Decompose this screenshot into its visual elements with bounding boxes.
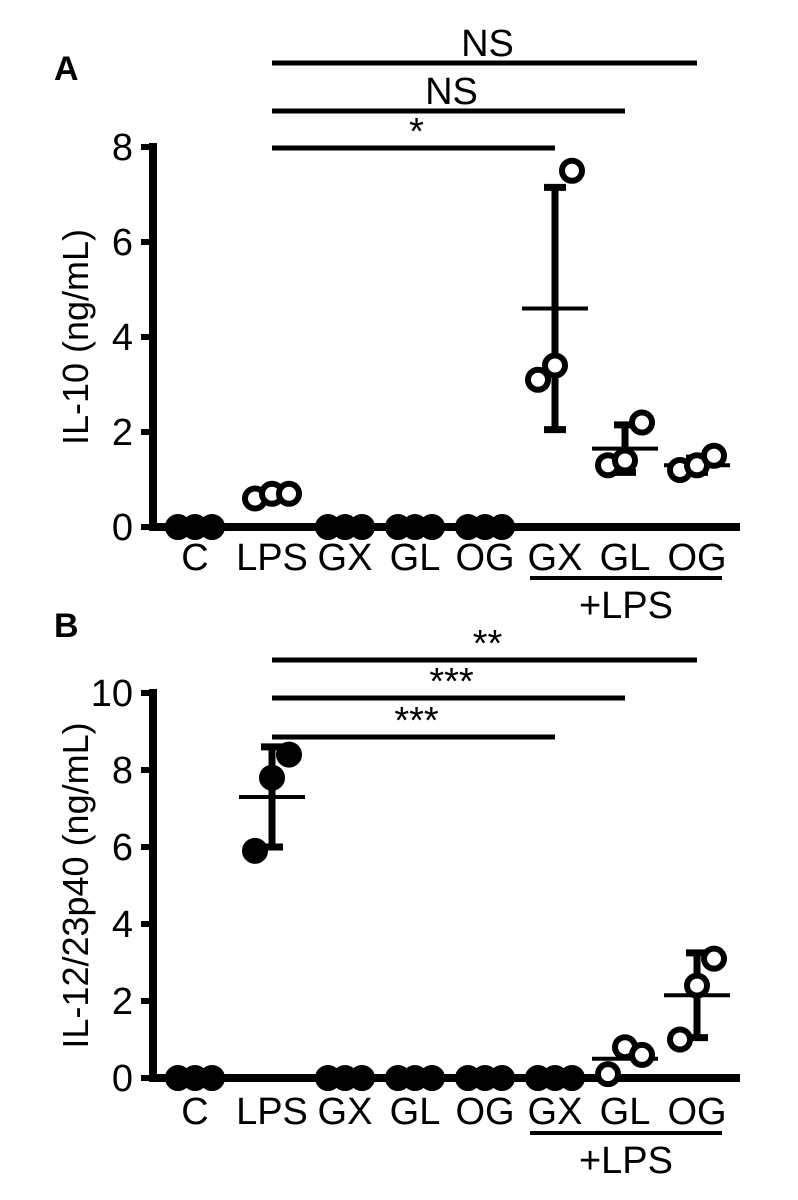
data-point: [276, 741, 302, 768]
category-label: OG: [455, 537, 514, 579]
data-point: [684, 972, 710, 999]
y-tick-label: 4: [112, 904, 133, 946]
y-tick-label: 6: [112, 222, 133, 264]
category-label: GL: [390, 1091, 441, 1133]
significance-label: NS: [461, 23, 514, 65]
category-label: GX: [528, 537, 583, 579]
y-tick-label: 10: [91, 673, 133, 715]
y-tick-label: 2: [112, 981, 133, 1023]
y-tick-label: 6: [112, 827, 133, 869]
data-point: [667, 1026, 693, 1053]
data-point: [419, 514, 445, 540]
y-tick-label: 8: [112, 127, 133, 169]
significance-label: ***: [394, 700, 439, 742]
data-point: [701, 945, 727, 972]
category-label: GL: [390, 537, 441, 579]
y-tick-label: 0: [112, 1058, 133, 1100]
category-label: LPS: [236, 1091, 308, 1133]
significance-label: NS: [425, 71, 478, 113]
data-point: [559, 1065, 585, 1091]
category-label: OG: [667, 537, 726, 579]
y-tick-label: 4: [112, 317, 133, 359]
data-point: [629, 409, 655, 436]
data-point: [595, 1061, 621, 1088]
data-point: [199, 1065, 225, 1091]
group-label: +LPS: [579, 585, 673, 627]
data-point: [629, 1041, 655, 1068]
category-label: GL: [600, 1091, 651, 1133]
data-point: [349, 1065, 375, 1091]
significance-label: *: [409, 111, 424, 153]
y-tick-label: 2: [112, 412, 133, 454]
data-point: [259, 764, 285, 791]
y-tick-label: 8: [112, 750, 133, 792]
y-axis-label: IL-12/23p40 (ng/mL): [55, 722, 96, 1048]
category-label: OG: [455, 1091, 514, 1133]
group-label: +LPS: [579, 1140, 673, 1182]
data-point: [542, 352, 568, 379]
category-label: GX: [318, 1091, 373, 1133]
data-point: [559, 157, 585, 184]
data-point: [489, 514, 515, 540]
panel-label: A: [54, 50, 79, 88]
data-point: [199, 514, 225, 540]
significance-label: ***: [429, 661, 474, 703]
category-label: GX: [318, 537, 373, 579]
data-point: [349, 514, 375, 540]
y-axis-label: IL-10 (ng/mL): [55, 229, 96, 445]
category-label: C: [181, 1091, 208, 1133]
data-point: [525, 366, 551, 393]
data-point: [701, 442, 727, 469]
category-label: C: [181, 537, 208, 579]
data-point: [612, 447, 638, 474]
significance-label: **: [473, 623, 503, 665]
category-label: GL: [600, 537, 651, 579]
category-label: OG: [667, 1091, 726, 1133]
category-label: LPS: [236, 537, 308, 579]
data-point: [276, 480, 302, 507]
y-tick-label: 0: [112, 507, 133, 549]
data-point: [242, 837, 268, 864]
data-point: [489, 1065, 515, 1091]
panel-label: B: [54, 607, 79, 645]
data-point: [419, 1065, 445, 1091]
category-label: GX: [528, 1091, 583, 1133]
